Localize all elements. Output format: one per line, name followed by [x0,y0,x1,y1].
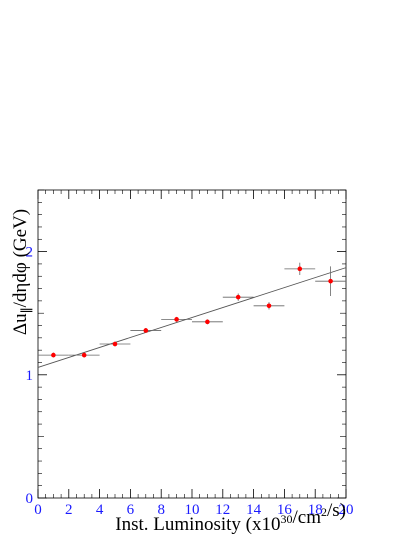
x-tick-label: 2 [65,502,73,518]
data-point [51,352,56,358]
x-tick-label: 4 [96,502,104,518]
y-tick-label: 0 [26,491,34,507]
data-point [328,278,333,284]
y-tick-label: 1 [26,368,34,384]
data-point [266,303,272,309]
x-tick-label: 16 [277,502,293,518]
x-tick-label: 8 [157,502,165,518]
plot-frame [37,189,347,499]
y-tick-label: 2 [26,245,34,261]
data-point [205,319,210,325]
data-point [81,352,87,358]
x-tick-label: 20 [339,502,354,518]
data-point [112,341,118,347]
y-axis-title: Δu∥/dηdφ (GeV) [10,209,34,335]
data-point [143,328,149,333]
data-point [297,266,303,272]
x-tick-label: 18 [308,502,323,518]
x-tick-label: 0 [34,502,42,518]
x-tick-label: 10 [185,502,200,518]
x-tick-label: 14 [246,502,262,518]
x-axis-title: Inst. Luminosity (x1030/cm2/s) [115,500,346,535]
x-tick-label: 6 [127,502,135,518]
data-point [174,317,179,322]
data-point [235,294,241,300]
x-tick-label: 12 [215,502,230,518]
fit-line [37,267,347,368]
